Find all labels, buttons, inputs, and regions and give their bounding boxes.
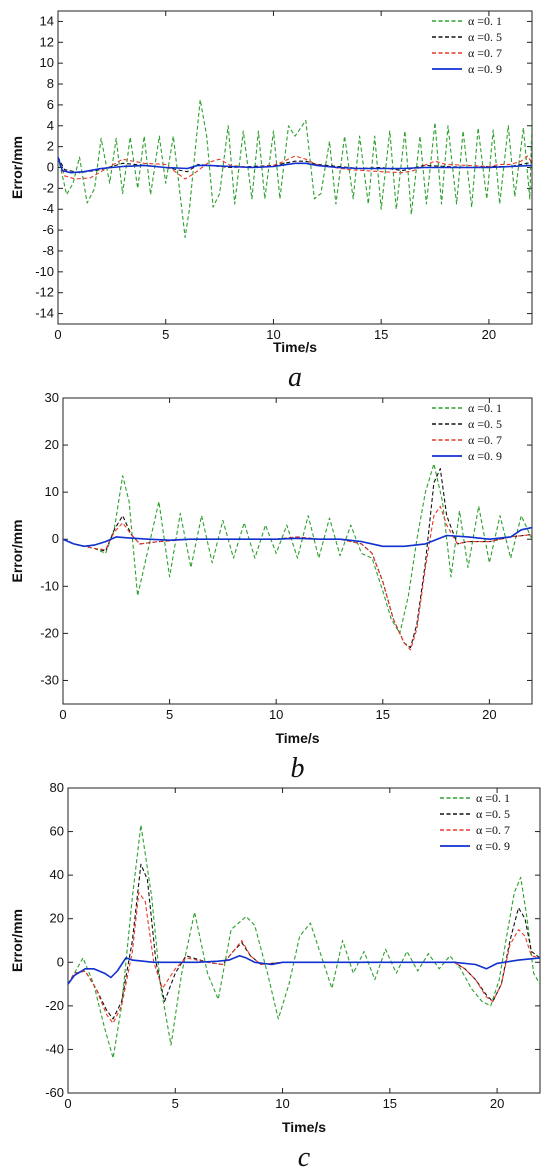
x-tick-label: 0 (54, 327, 61, 342)
series-line-3 (63, 526, 532, 548)
legend-label-3: α =0. 9 (468, 62, 502, 76)
y-axis-label: Error/mm (9, 136, 25, 199)
series-line-2 (58, 155, 532, 180)
x-axis-label: Time/s (275, 730, 319, 746)
series-line-0 (68, 824, 540, 1059)
series-line-2 (63, 505, 532, 651)
y-tick-label: 4 (47, 118, 54, 133)
y-tick-label: 10 (45, 484, 59, 499)
y-tick-label: -8 (42, 243, 54, 258)
y-tick-label: -20 (40, 625, 59, 640)
series-line-3 (68, 954, 540, 985)
series-group (68, 824, 540, 1059)
y-axis-label: Error/mm (9, 909, 25, 972)
legend-label-0: α =0. 1 (476, 791, 510, 805)
y-tick-label: 60 (50, 824, 64, 839)
x-tick-label: 0 (59, 707, 66, 722)
y-tick-label: 2 (47, 139, 54, 154)
legend-label-0: α =0. 1 (468, 14, 502, 28)
x-tick-label: 5 (166, 707, 173, 722)
chart-panel-c: 0 5 10 15 20 80 60 40 20 0 -20 -40 -60 α =0. 1 α =0. 5… (9, 780, 541, 1173)
x-axis-label: Time/s (282, 1119, 326, 1135)
y-tick-label: 80 (50, 780, 64, 795)
y-tick-label: -10 (40, 578, 59, 593)
x-tick-label: 15 (374, 327, 388, 342)
y-tick-label: 8 (47, 76, 54, 91)
series-line-0 (63, 463, 532, 634)
plot-frame (62, 397, 533, 705)
x-tick-label: 10 (266, 327, 280, 342)
y-tick-label: -2 (42, 180, 54, 195)
x-tick-label: 0 (64, 1096, 71, 1111)
panel-label: b (291, 753, 305, 784)
plot-frame (67, 787, 541, 1094)
x-tick-label: 10 (275, 1096, 289, 1111)
legend-label-1: α =0. 5 (468, 30, 502, 44)
series-group (58, 99, 532, 238)
y-tick-label: -60 (45, 1085, 64, 1100)
x-axis-label: Time/s (273, 339, 317, 355)
y-tick-label: -40 (45, 1041, 64, 1056)
y-tick-label: 0 (47, 160, 54, 175)
y-tick-label: 30 (45, 390, 59, 405)
y-tick-label: 20 (50, 911, 64, 926)
y-tick-label: -12 (35, 285, 54, 300)
y-tick-label: 12 (40, 34, 54, 49)
series-line-3 (58, 156, 532, 174)
y-tick-label: 20 (45, 437, 59, 452)
y-tick-label: 0 (57, 954, 64, 969)
legend-label-3: α =0. 9 (468, 449, 502, 463)
series-line-0 (58, 99, 532, 238)
series-group (63, 463, 532, 651)
y-tick-label: -6 (42, 222, 54, 237)
chart-panel-b: 0 5 10 15 20 30 20 10 0 -10 -20 -30 α =0. 1 α =0. 5 α … (9, 390, 533, 784)
x-tick-label: 5 (162, 327, 169, 342)
x-tick-label: 15 (383, 1096, 397, 1111)
panel-label: c (298, 1142, 311, 1173)
x-tick-label: 20 (482, 707, 496, 722)
panel-label: a (288, 362, 302, 393)
legend-label-1: α =0. 5 (468, 417, 502, 431)
legend-label-2: α =0. 7 (468, 433, 502, 447)
y-tick-label: 40 (50, 867, 64, 882)
y-tick-label: -30 (40, 672, 59, 687)
y-tick-label: -4 (42, 201, 54, 216)
x-tick-label: 15 (376, 707, 390, 722)
x-tick-label: 10 (269, 707, 283, 722)
x-tick-label: 20 (482, 327, 496, 342)
y-tick-label: -14 (35, 306, 54, 321)
legend-label-1: α =0. 5 (476, 807, 510, 821)
y-axis-label: Error/mm (9, 519, 25, 582)
x-tick-label: 5 (172, 1096, 179, 1111)
series-line-1 (68, 863, 540, 1020)
y-tick-label: -10 (35, 264, 54, 279)
y-tick-label: 0 (52, 531, 59, 546)
legend-label-2: α =0. 7 (468, 46, 502, 60)
y-tick-label: 14 (40, 13, 54, 28)
legend-label-3: α =0. 9 (476, 839, 510, 853)
y-tick-label: -20 (45, 998, 64, 1013)
legend-label-0: α =0. 1 (468, 401, 502, 415)
x-tick-label: 20 (490, 1096, 504, 1111)
y-tick-label: 6 (47, 97, 54, 112)
series-line-2 (68, 892, 540, 1024)
y-tick-label: 10 (40, 55, 54, 70)
legend-label-2: α =0. 7 (476, 823, 510, 837)
